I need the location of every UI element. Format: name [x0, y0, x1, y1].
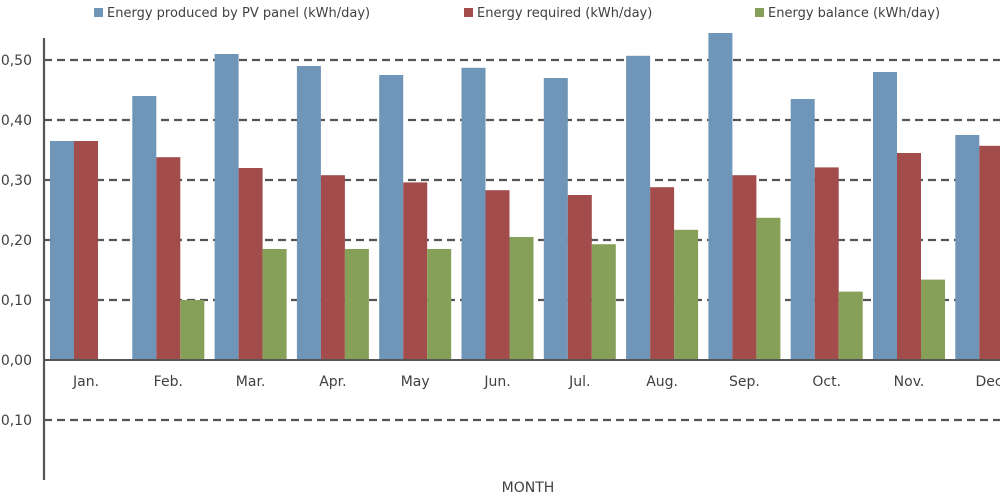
bar-1-11 [873, 72, 897, 360]
legend-item-2: Energy required (kWh/day) [464, 6, 652, 21]
bar-3-11 [921, 279, 945, 360]
x-tick-label: Dec. [976, 374, 1000, 390]
y-tick-label: 0,40 [1, 113, 32, 129]
y-axis: 0,50 0,40 0,30 0,20 0,10 0,00 0,10 [1, 38, 46, 480]
x-tick-label: Sep. [729, 374, 760, 390]
legend-swatch [94, 8, 103, 17]
bar-1-1 [50, 141, 74, 360]
x-tick-label: Jun. [483, 374, 510, 390]
x-tick-label: Feb. [154, 374, 183, 390]
legend-label: Energy produced by PV panel (kWh/day) [107, 6, 370, 21]
bar-1-4 [296, 66, 321, 360]
bar-2-4 [320, 175, 345, 360]
bar-3-8 [674, 229, 699, 360]
bar-3-10 [838, 291, 863, 360]
x-tick-label: Nov. [894, 374, 925, 390]
y-tick-label: 0,50 [1, 53, 32, 69]
bar-1-7 [543, 78, 568, 360]
bar-2-12 [979, 145, 1000, 360]
bar-2-2 [156, 157, 181, 360]
bar-2-1 [74, 141, 98, 360]
x-tick-label: Oct. [812, 374, 841, 390]
bar-1-9 [708, 33, 733, 360]
bar-1-12 [955, 135, 980, 360]
bar-2-5 [403, 182, 428, 360]
bar-2-11 [897, 153, 921, 360]
bar-3-9 [756, 217, 781, 360]
y-tick-label: 0,10 [1, 413, 32, 429]
bar-2-3 [238, 168, 263, 360]
bar-1-5 [379, 75, 404, 360]
x-tick-label: Jul. [568, 374, 590, 390]
bar-2-8 [650, 187, 675, 360]
y-tick-label: 0,00 [1, 353, 32, 369]
bar-1-2 [132, 96, 157, 360]
y-tick-label: 0,30 [1, 173, 32, 189]
x-tick-label: Mar. [236, 374, 266, 390]
bar-2-10 [814, 167, 839, 360]
legend-item-3: Energy balance (kWh/day) [755, 6, 940, 21]
legend-swatch [464, 8, 473, 17]
bars [50, 33, 1000, 361]
bar-3-2 [180, 300, 205, 360]
bar-1-8 [626, 55, 651, 361]
bar-2-9 [732, 175, 757, 360]
x-tick-label: Jan. [72, 374, 99, 390]
bar-3-4 [344, 249, 369, 360]
bar-1-6 [461, 67, 486, 361]
x-axis-title: MONTH [502, 480, 555, 496]
x-axis: Jan. Feb. Mar. Apr. May Jun. Jul. Aug. Sep. Oct. N… [44, 359, 1000, 390]
legend-label: Energy balance (kWh/day) [768, 6, 940, 21]
bar-3-5 [427, 249, 452, 360]
legend-label: Energy required (kWh/day) [477, 6, 652, 21]
x-tick-label: Apr. [319, 374, 346, 390]
bar-2-6 [485, 190, 510, 360]
bar-3-3 [262, 249, 287, 360]
x-tick-label: May [401, 374, 430, 390]
bar-3-6 [509, 237, 534, 360]
bar-2-7 [567, 195, 592, 360]
x-tick-label: Aug. [646, 374, 678, 390]
legend-item-1: Energy produced by PV panel (kWh/day) [94, 6, 370, 21]
bar-1-3 [214, 54, 239, 360]
legend-swatch [755, 8, 764, 17]
y-tick-label: 0,20 [1, 233, 32, 249]
legend: Energy produced by PV panel (kWh/day) Ene… [94, 6, 940, 21]
bar-3-7 [591, 244, 616, 360]
bar-1-10 [790, 99, 815, 360]
y-tick-label: 0,10 [1, 293, 32, 309]
